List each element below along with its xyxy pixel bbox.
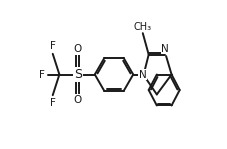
Text: O: O	[73, 44, 81, 54]
Text: N: N	[138, 69, 146, 80]
Text: S: S	[74, 68, 81, 81]
Text: F: F	[49, 41, 55, 51]
Text: CH₃: CH₃	[133, 22, 151, 32]
Text: N: N	[160, 44, 168, 54]
Text: F: F	[39, 69, 45, 80]
Text: F: F	[49, 98, 55, 108]
Text: O: O	[73, 95, 81, 105]
